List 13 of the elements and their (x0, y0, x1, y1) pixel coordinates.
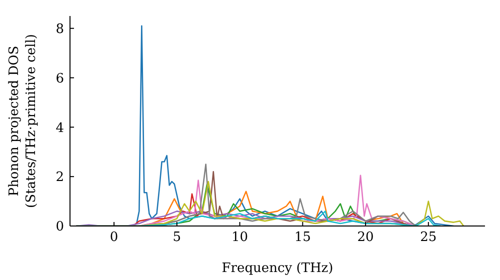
x-tick-label: 0 (110, 230, 118, 246)
y-axis-title: Phonon projected DOS (States/THz·primitive cell) (7, 34, 39, 208)
y-tick-label: 6 (56, 71, 64, 86)
y-tick-label: 8 (56, 22, 64, 37)
x-tick-label: 20 (357, 230, 374, 246)
y-tick-label: 2 (56, 170, 64, 186)
y-tick-label: 0 (56, 220, 64, 235)
x-axis-title: Frequency (THz) (222, 261, 334, 276)
x-tick-label: 10 (232, 230, 248, 246)
y-tick-label: 4 (56, 120, 64, 136)
x-tick-label: 25 (420, 230, 437, 246)
x-tick-label: 15 (294, 230, 311, 246)
x-tick-label: 5 (172, 230, 182, 246)
